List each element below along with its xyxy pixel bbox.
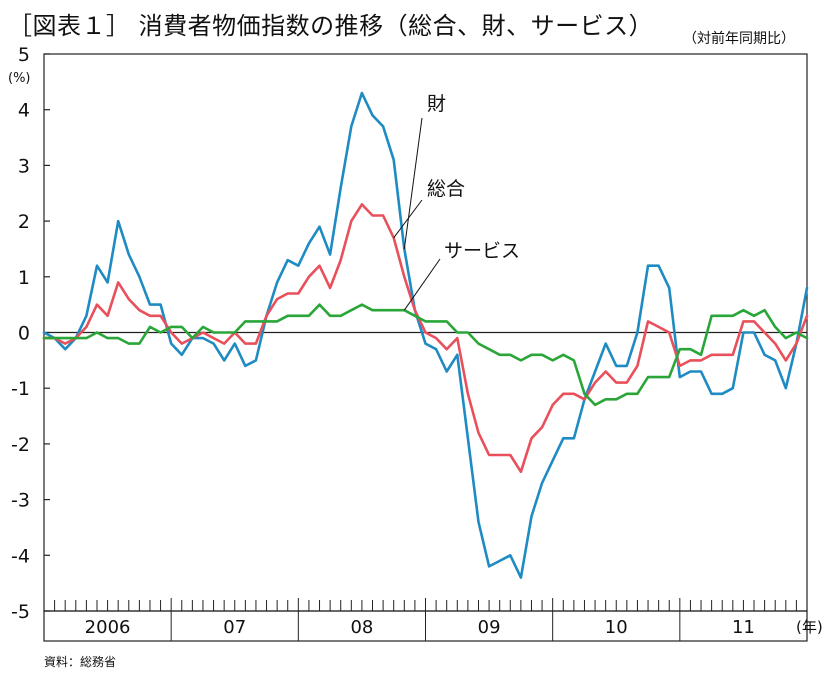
y-tick-label: -1	[11, 378, 30, 400]
y-tick-label: 3	[18, 155, 30, 177]
x-year-label: 10	[605, 617, 628, 638]
y-tick-label: 1	[18, 267, 30, 289]
y-tick-label: 2	[18, 211, 30, 233]
series-annotation: サービス	[444, 240, 520, 262]
y-axis-label: (%)	[8, 71, 31, 86]
x-axis-label: (年)	[796, 618, 823, 636]
x-year-label: 11	[732, 617, 755, 638]
source-note: 資料：総務省	[44, 655, 117, 669]
y-tick-label: -3	[11, 490, 30, 512]
annotation-leader	[403, 258, 441, 311]
y-tick-label: 0	[18, 323, 30, 345]
x-year-label: 08	[350, 617, 373, 638]
y-tick-label: -2	[11, 434, 30, 456]
y-tick-label: -4	[11, 545, 30, 567]
unit-note: （対前年同期比）	[683, 31, 795, 47]
y-tick-label: -5	[11, 601, 30, 623]
annotation-leader	[403, 117, 423, 250]
x-year-label: 07	[223, 617, 246, 638]
series-line-0	[42, 91, 809, 579]
series-line-1	[42, 203, 809, 474]
series-annotation: 総合	[427, 178, 465, 200]
series-line-2	[42, 303, 809, 407]
y-tick-label: 4	[18, 100, 30, 122]
series-annotation: 財	[427, 93, 446, 115]
chart-title: ［図表１］ 消費者物価指数の推移（総合、財、サービス）	[8, 12, 654, 40]
x-year-label: 2006	[85, 617, 131, 638]
y-tick-label: 5	[18, 44, 30, 66]
x-year-label: 09	[478, 617, 501, 638]
annotation-leader	[393, 199, 423, 239]
